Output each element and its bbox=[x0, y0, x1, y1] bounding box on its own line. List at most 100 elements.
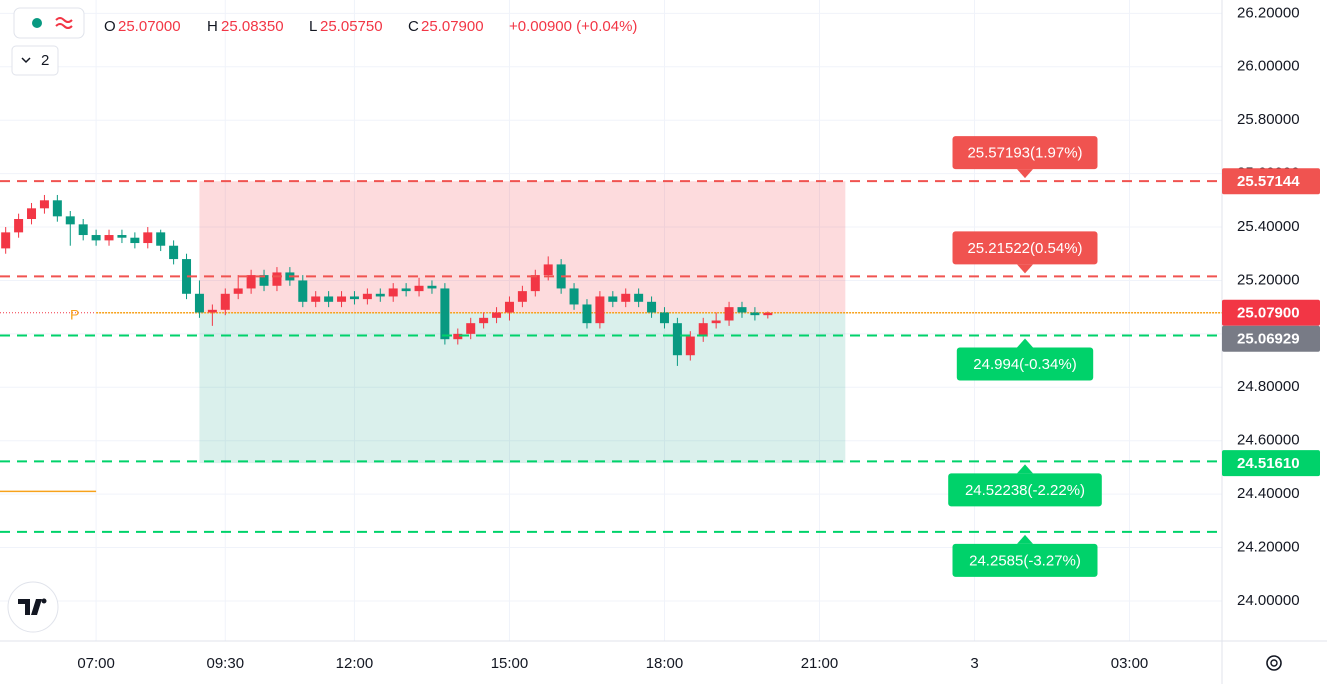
candle-body bbox=[156, 232, 166, 246]
logo-mark bbox=[41, 598, 47, 604]
candle-body bbox=[169, 245, 179, 260]
candle-body bbox=[311, 296, 321, 302]
y-tick-label: 24.40000 bbox=[1237, 485, 1300, 502]
candle-body bbox=[414, 285, 424, 292]
candle-body bbox=[608, 296, 618, 302]
settings-icon[interactable] bbox=[1266, 655, 1282, 671]
legend-value: 25.08350 bbox=[221, 18, 284, 35]
candle-body bbox=[143, 232, 153, 244]
candle-body bbox=[672, 323, 682, 356]
candle-body bbox=[104, 235, 114, 241]
price-label-pointer bbox=[1017, 464, 1033, 474]
legend-label: L bbox=[309, 18, 317, 35]
legend-label: C bbox=[408, 18, 419, 35]
y-tick-label: 26.00000 bbox=[1237, 58, 1300, 75]
candle-body bbox=[52, 200, 62, 217]
price-badge bbox=[1222, 168, 1320, 195]
candle-body bbox=[750, 312, 760, 316]
candle-body bbox=[298, 280, 308, 302]
price-badge bbox=[1222, 299, 1320, 326]
y-tick-label: 25.20000 bbox=[1237, 271, 1300, 288]
y-tick-label: 25.40000 bbox=[1237, 218, 1300, 235]
price-badge-label: 25.57144 bbox=[1237, 173, 1300, 190]
candle-body bbox=[182, 259, 192, 294]
candle-body bbox=[194, 293, 204, 313]
x-tick-label: 3 bbox=[970, 655, 978, 672]
candle-body bbox=[337, 296, 347, 302]
y-tick-label: 24.00000 bbox=[1237, 592, 1300, 609]
candle-body bbox=[724, 307, 734, 321]
candle-body bbox=[595, 296, 605, 324]
candle-body bbox=[453, 333, 463, 340]
gear-center bbox=[1270, 659, 1278, 667]
candle-body bbox=[504, 301, 514, 313]
candle-body bbox=[375, 293, 385, 297]
stop-zone bbox=[199, 312, 846, 464]
y-tick-label: 24.60000 bbox=[1237, 432, 1300, 449]
x-tick-label: 18:00 bbox=[646, 655, 684, 672]
candle-body bbox=[582, 304, 592, 324]
candle-body bbox=[634, 293, 644, 302]
candle-body bbox=[349, 296, 359, 300]
legend-value: 25.05750 bbox=[320, 18, 383, 35]
y-tick-label: 24.20000 bbox=[1237, 538, 1300, 555]
price-label-pointer bbox=[1017, 264, 1033, 274]
candle-body bbox=[130, 237, 140, 244]
candle-body bbox=[647, 301, 657, 313]
price-label: 24.52238(-2.22%) bbox=[965, 482, 1085, 499]
pivot-marker: P bbox=[70, 307, 79, 323]
candle-body bbox=[401, 288, 411, 292]
price-label-pointer bbox=[1017, 169, 1033, 179]
candle-body bbox=[220, 293, 230, 310]
candle-body bbox=[711, 320, 721, 324]
candle-body bbox=[117, 235, 127, 238]
status-button[interactable] bbox=[13, 7, 85, 39]
candle-body bbox=[659, 312, 669, 324]
legend-label: H bbox=[207, 18, 218, 35]
candle-body bbox=[621, 293, 631, 302]
price-badge-label: 24.51610 bbox=[1237, 455, 1300, 472]
candle-body bbox=[14, 219, 24, 233]
candle-body bbox=[207, 309, 217, 313]
x-tick-label: 07:00 bbox=[77, 655, 115, 672]
indicators-toggle[interactable] bbox=[11, 45, 59, 76]
x-tick-label: 12:00 bbox=[336, 655, 374, 672]
candle-body bbox=[272, 272, 282, 286]
y-tick-label: 26.20000 bbox=[1237, 4, 1300, 21]
price-label-box bbox=[952, 543, 1098, 577]
candle-body bbox=[27, 208, 37, 220]
candle-body bbox=[78, 224, 88, 236]
x-tick-label: 09:30 bbox=[207, 655, 245, 672]
price-label: 24.994(-0.34%) bbox=[973, 356, 1076, 373]
x-tick-label: 21:00 bbox=[801, 655, 839, 672]
candle-body bbox=[517, 291, 527, 302]
logo-mark bbox=[18, 599, 42, 615]
x-tick-label: 03:00 bbox=[1111, 655, 1149, 672]
price-label-box bbox=[952, 136, 1098, 170]
price-label-pointer bbox=[1017, 534, 1033, 544]
candle-body bbox=[233, 288, 243, 294]
price-label-box bbox=[956, 347, 1094, 381]
price-label: 24.2585(-3.27%) bbox=[969, 552, 1081, 569]
wave-icon bbox=[55, 17, 73, 29]
price-label-box bbox=[948, 473, 1102, 507]
candle-body bbox=[492, 312, 502, 318]
price-badge bbox=[1222, 450, 1320, 477]
candle-body bbox=[1, 232, 11, 249]
logo[interactable] bbox=[7, 581, 59, 633]
candle-body bbox=[65, 216, 75, 225]
candle-body bbox=[324, 296, 334, 302]
price-label-box bbox=[952, 231, 1098, 265]
price-label: 25.57193(1.97%) bbox=[967, 145, 1082, 162]
candle-body bbox=[569, 288, 579, 305]
axes: 26.2000026.0000025.8000025.6000025.40000… bbox=[77, 4, 1320, 672]
candle-body bbox=[427, 285, 437, 289]
legend-value: 25.07900 bbox=[421, 18, 484, 35]
candle-body bbox=[479, 317, 489, 324]
candle-body bbox=[440, 288, 450, 340]
price-label-pointer bbox=[1017, 338, 1033, 348]
candle-body bbox=[763, 312, 773, 316]
legend-label: O bbox=[104, 18, 116, 35]
